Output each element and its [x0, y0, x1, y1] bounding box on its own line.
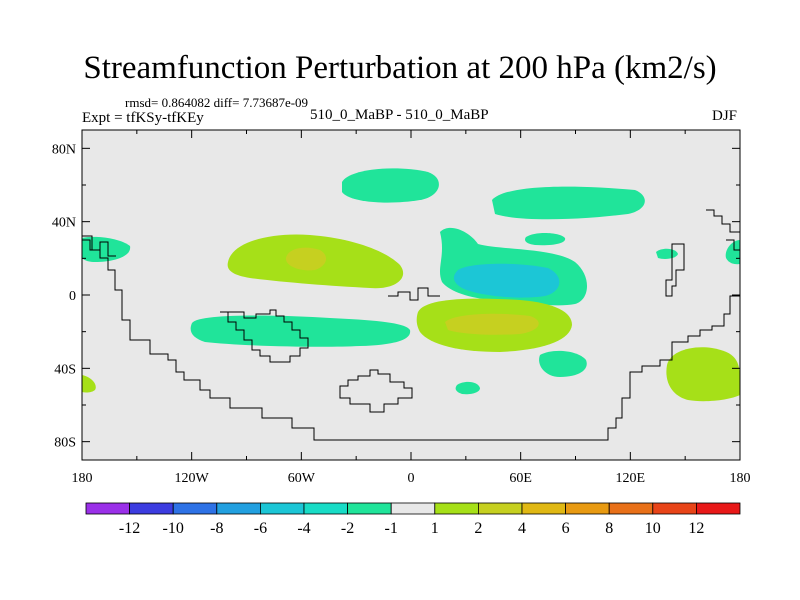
colorbar-swatch — [172, 502, 218, 515]
y-tick-label: 80S — [54, 436, 76, 451]
contour-pacific-ridge — [666, 347, 740, 402]
colorbar-label: -1 — [385, 520, 398, 537]
coastlines — [82, 209, 740, 441]
contour-east-asia-low — [492, 186, 645, 220]
experiment-label: Expt = tfKSy-tfKEy — [82, 110, 204, 126]
x-tick-label: 120W — [175, 471, 210, 486]
colorbar-label: -6 — [254, 520, 267, 537]
x-tick-label: 60E — [509, 471, 532, 486]
contour-dateline-ridge — [82, 375, 96, 393]
contour-indian-low — [539, 350, 587, 377]
coast-africa-south — [339, 369, 413, 413]
rmsd-stats: rmsd= 0.864082 diff= 7.73687e-09 — [125, 95, 309, 110]
colorbar-swatch — [216, 502, 261, 515]
colorbar-label: 2 — [474, 520, 482, 537]
colorbar-swatch — [259, 502, 305, 515]
contour-dateline-low-west — [82, 236, 131, 262]
y-tick-label: 0 — [69, 289, 76, 304]
colorbar-swatch — [129, 502, 174, 515]
coast-japan — [726, 239, 740, 251]
contour-arctic-low — [342, 168, 439, 203]
contour-indian-core — [445, 313, 539, 335]
colorbar-label: -4 — [297, 520, 310, 537]
contour-fills — [82, 168, 740, 402]
colorbar-swatch — [347, 502, 392, 515]
coast-far-east — [706, 209, 740, 233]
colorbar-swatch — [390, 502, 436, 515]
colorbar-label: 6 — [562, 520, 570, 537]
colorbar-swatch — [696, 502, 741, 515]
coast-africa-north — [388, 287, 440, 301]
coast-americas — [82, 239, 740, 441]
colorbar-label: -8 — [210, 520, 223, 537]
colorbar-swatch — [521, 502, 566, 515]
coast-dateline-west — [82, 235, 116, 257]
axes: 180 120W 60W 0 60E 120E 180 80N 40N 0 40S 80S — [52, 130, 751, 486]
y-tick-label: 40N — [52, 216, 76, 231]
colorbar-swatch — [85, 502, 130, 515]
colorbar-label: -12 — [119, 520, 140, 537]
y-tick-label: 80N — [52, 142, 76, 157]
colorbar-swatch — [565, 502, 610, 515]
colorbar-swatch — [303, 502, 348, 515]
colorbar-label: -2 — [341, 520, 354, 537]
colorbar-label: 12 — [688, 520, 704, 537]
colorbar: -12 -10 -8 -6 -4 -2 -1 1 2 4 6 8 10 12 — [85, 502, 741, 537]
x-tick-label: 180 — [730, 471, 751, 486]
x-tick-label: 120E — [616, 471, 646, 486]
coast-central-america — [220, 309, 309, 363]
x-tick-label: 0 — [408, 471, 415, 486]
contour-trough-core — [453, 263, 560, 298]
colorbar-label: -10 — [163, 520, 184, 537]
contour-small-low-b — [455, 381, 480, 395]
colorbar-label: 4 — [518, 520, 526, 537]
colorbar-swatch — [477, 502, 523, 515]
contour-small-low-a — [525, 232, 566, 246]
colorbar-label: 1 — [431, 520, 439, 537]
season-label: DJF — [712, 108, 738, 124]
x-tick-label: 180 — [72, 471, 93, 486]
case-label: 510_0_MaBP - 510_0_MaBP — [310, 107, 489, 123]
coast-asia-east — [665, 243, 685, 297]
chart-title: Streamfunction Perturbation at 200 hPa (… — [83, 50, 717, 86]
colorbar-swatch — [652, 502, 697, 515]
colorbar-label: 8 — [605, 520, 613, 537]
x-tick-label: 60W — [288, 471, 316, 486]
colorbar-swatch — [434, 502, 479, 515]
colorbar-label: 10 — [645, 520, 661, 537]
contour-atlantic-core — [285, 247, 327, 271]
y-tick-label: 40S — [54, 362, 76, 377]
colorbar-swatch — [608, 502, 654, 515]
